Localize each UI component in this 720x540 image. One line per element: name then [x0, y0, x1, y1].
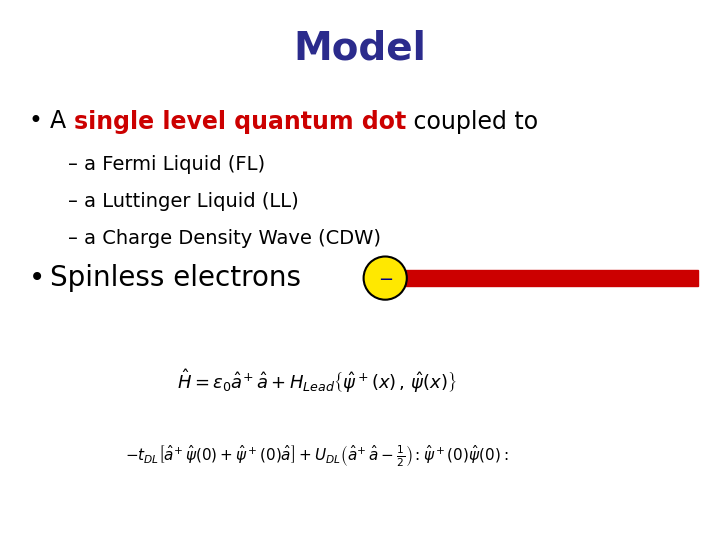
Text: A: A	[50, 110, 74, 133]
Text: coupled to: coupled to	[406, 110, 539, 133]
Ellipse shape	[364, 256, 407, 300]
Bar	[392, 270, 698, 286]
Text: •: •	[29, 110, 42, 133]
Text: $-$: $-$	[377, 269, 393, 287]
Text: – a Luttinger Liquid (LL): – a Luttinger Liquid (LL)	[68, 192, 299, 211]
Text: •: •	[29, 264, 45, 292]
Text: – a Fermi Liquid (FL): – a Fermi Liquid (FL)	[68, 155, 266, 174]
Text: Spinless electrons: Spinless electrons	[50, 264, 302, 292]
Text: $-t_{DL} \left[ \hat{a}^{\!+} \hat{\psi}(0) + \hat{\psi}^+(0) \hat{a} \right]+ U: $-t_{DL} \left[ \hat{a}^{\!+} \hat{\psi}…	[125, 443, 508, 469]
Text: single level quantum dot: single level quantum dot	[74, 110, 406, 133]
Text: $\hat{H} = \varepsilon_0 \hat{a}^{\!+} \hat{a} + H_{Lead} \left\{ \hat{\psi}^+(x: $\hat{H} = \varepsilon_0 \hat{a}^{\!+} \…	[177, 367, 456, 395]
Text: – a Charge Density Wave (CDW): – a Charge Density Wave (CDW)	[68, 228, 382, 248]
Text: Model: Model	[294, 30, 426, 68]
